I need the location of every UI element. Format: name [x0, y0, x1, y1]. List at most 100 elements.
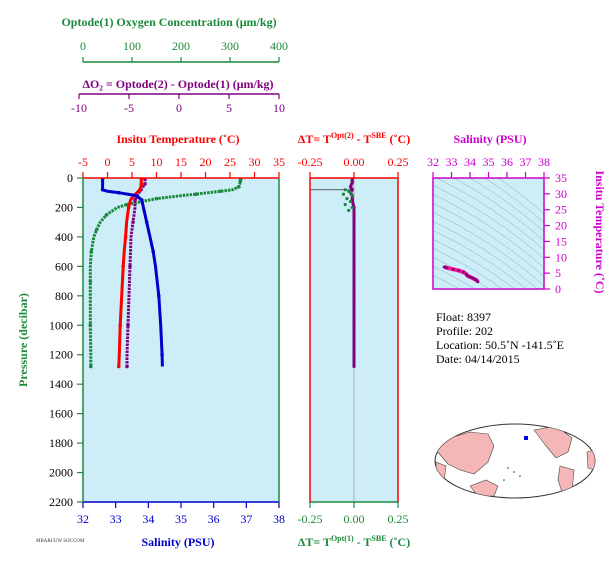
delta-t-opt1-point — [341, 192, 346, 196]
float-id: Float: 8397 — [436, 310, 491, 324]
o2-point — [128, 264, 132, 269]
oxygen-point — [238, 179, 243, 183]
salinity-tick-label: 34 — [142, 512, 154, 526]
pressure-tick-label: 1000 — [49, 318, 73, 332]
ts-density-contour — [433, 194, 544, 268]
salinity-tick-label: 32 — [77, 512, 89, 526]
profile-number: Profile: 202 — [436, 324, 493, 338]
ts-border — [432, 177, 545, 290]
salinity-tick-label: 36 — [208, 512, 220, 526]
ts-point — [462, 270, 465, 274]
pressure-tick-label: 400 — [55, 230, 73, 244]
ts-temperature-tick-label: 20 — [555, 219, 567, 233]
ts-salinity-tick-label: 32 — [427, 155, 439, 169]
delta-t-series-layer — [310, 178, 356, 369]
delta-t-opt2-point — [352, 353, 356, 357]
o2-series-line — [125, 178, 147, 367]
delta-t-top-tick-label: 0.25 — [388, 155, 409, 169]
ts-density-contour — [433, 266, 476, 289]
temperature-tick-label: 10 — [151, 155, 163, 169]
ts-density-contour — [433, 221, 538, 289]
island — [507, 467, 509, 469]
pressure-ticks: 0 200 400 600 800 1000 1200 1400 1600 1800 2000 220… — [49, 171, 83, 509]
pressure-tick-label: 1200 — [49, 348, 73, 362]
ts-point — [451, 267, 455, 271]
delta-t-opt1-point — [343, 188, 347, 192]
temperature-axis-label: Insitu Temperature (˚C) — [116, 132, 239, 146]
ts-series-layer — [442, 265, 480, 284]
temperature-tick-label: 30 — [249, 155, 261, 169]
location-map — [434, 423, 596, 499]
temperature-tick-label: 5 — [129, 155, 135, 169]
ts-density-contour — [433, 185, 544, 259]
delta-o2-tick-label: -10 — [71, 101, 87, 115]
ts-temperature-tick-label: 5 — [555, 266, 561, 280]
delta-t-top-ticks: -0.25 0.00 0.25 — [298, 155, 409, 178]
temperature-tick-label: 20 — [200, 155, 212, 169]
delta-t-opt1-point — [350, 205, 354, 210]
salinity-point — [100, 187, 105, 192]
salinity-tick-label: 38 — [273, 512, 285, 526]
ts-salinity-tick-label: 37 — [520, 155, 532, 169]
o2-point — [133, 198, 137, 202]
delta-o2-tick-label: 10 — [273, 101, 285, 115]
temperature-ticks: -5 0 5 10 15 20 25 30 35 — [78, 155, 285, 178]
ts-density-contours — [433, 178, 544, 289]
main-profile-plot: 0 200 400 600 800 1000 1200 1400 1600 1800 2000 220… — [16, 171, 285, 549]
o2-point — [143, 182, 147, 186]
o2-point — [131, 220, 135, 224]
ts-temperature-tick-label: 0 — [555, 282, 561, 296]
float-location-marker — [524, 436, 528, 440]
pressure-tick-label: 200 — [55, 200, 73, 214]
delta-t-opt2-point — [352, 264, 356, 268]
delta-t-opt2-point — [352, 323, 356, 327]
ts-salinity-tick-label: 33 — [446, 155, 458, 169]
delta-o2-tick-label: 5 — [226, 101, 232, 115]
ts-temperature-axis-label: Insitu Temperature (˚C) — [593, 170, 607, 293]
temperature-point — [121, 264, 125, 269]
float-info: Float: 8397 Profile: 202 Location: 50.5˚… — [436, 310, 564, 366]
ts-density-contour — [497, 178, 544, 214]
ts-point — [445, 266, 449, 270]
oxygen-point — [104, 213, 109, 217]
ts-plot-area — [433, 178, 544, 289]
delta-t-opt2-point — [350, 178, 354, 182]
pressure-tick-label: 1800 — [49, 436, 73, 450]
ts-point — [476, 280, 480, 284]
salinity-point — [160, 352, 164, 357]
ts-density-contour — [433, 212, 544, 286]
pressure-tick-label: 2000 — [49, 466, 73, 480]
delta-t-opt2-point — [352, 294, 356, 298]
oxygen-point — [88, 323, 93, 328]
salinity-ticks: 32 33 34 35 36 37 38 — [77, 502, 285, 526]
oxygen-point — [237, 185, 241, 189]
pressure-tick-label: 600 — [55, 259, 73, 273]
temperature-tick-label: -5 — [78, 155, 88, 169]
ts-salinity-tick-label: 34 — [464, 155, 476, 169]
pressure-tick-label: 1400 — [49, 377, 73, 391]
ts-density-contour — [433, 230, 527, 289]
salinity-series-line — [101, 178, 164, 367]
salinity-tick-label: 33 — [110, 512, 122, 526]
profile-date: Date: 04/14/2015 — [436, 352, 520, 366]
salinity-point — [156, 294, 161, 298]
delta-t-bottom-ticks: -0.25 0.00 0.25 — [298, 502, 409, 526]
oxygen-point — [193, 192, 198, 196]
ts-salinity-ticks: 32 33 34 35 36 37 38 — [427, 155, 550, 178]
oxygen-point — [94, 227, 99, 232]
ts-salinity-tick-label: 36 — [501, 155, 513, 169]
ts-salinity-axis-label: Salinity (PSU) — [453, 132, 526, 146]
delta-t-opt2-point — [352, 220, 356, 224]
delta-t-opt2-point — [350, 180, 354, 185]
salinity-tick-label: 35 — [175, 512, 187, 526]
delta-o2-axis: ΔO₂ = Optode(2) - Optode(1) (μm/kg) -10-… — [71, 77, 285, 115]
oxygen-tick-label: 0 — [80, 39, 86, 53]
ts-density-contour — [433, 275, 460, 289]
land-asia — [435, 431, 495, 475]
oxygen-tick-label: 200 — [172, 39, 190, 53]
ts-temperature-tick-label: 10 — [555, 250, 567, 264]
temperature-point — [139, 182, 144, 186]
delta-t-top-tick-label: 0.00 — [344, 155, 365, 169]
